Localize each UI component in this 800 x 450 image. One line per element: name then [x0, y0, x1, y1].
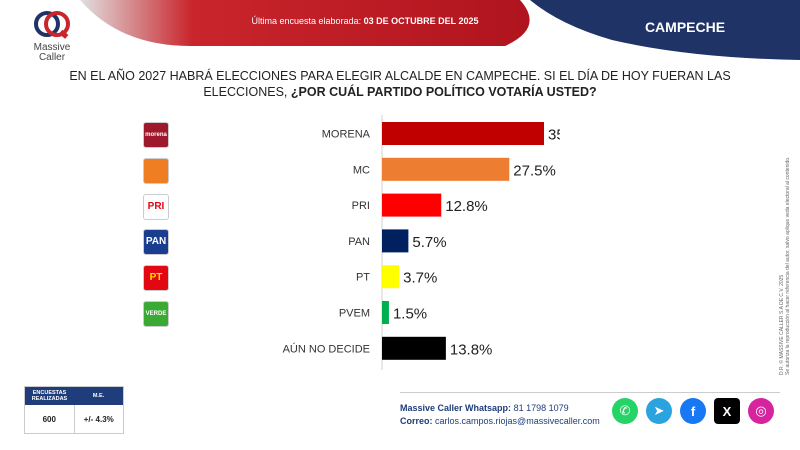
- category-label: MORENA: [322, 129, 371, 141]
- category-label: PRI: [352, 200, 370, 212]
- party-logo-text: PAN: [145, 236, 167, 248]
- value-label: 27.5%: [513, 162, 556, 179]
- logo-text: Massive Caller: [33, 42, 71, 63]
- category-label: PT: [356, 272, 370, 284]
- whatsapp-icon[interactable]: ✆: [612, 398, 638, 424]
- side-copyright: D.R. © MASSIVE CALLER S.A DE C.V. 2025 S…: [779, 95, 791, 375]
- survey-info-table: ENCUESTAS REALIZADAS M.E. 600 +/- 4.3%: [24, 386, 124, 434]
- pt-logo: PT: [143, 265, 169, 292]
- surveys-count: 600: [25, 405, 75, 433]
- value-label: 5.7%: [412, 234, 446, 251]
- email-link[interactable]: carlos.campos.riojas@massivecaller.com: [435, 416, 600, 426]
- pan-logo: PAN: [143, 229, 169, 256]
- facebook-icon[interactable]: f: [680, 398, 706, 424]
- pvem-logo: VERDE: [143, 301, 169, 327]
- value-label: 13.8%: [450, 341, 493, 358]
- x-icon[interactable]: X: [714, 398, 740, 424]
- value-label: 1.5%: [393, 306, 427, 323]
- header-band: [80, 0, 800, 60]
- social-icons: ✆ ➤ f X ◎: [612, 398, 774, 424]
- party-logo-text: PRI: [147, 200, 165, 212]
- bar-pt: [382, 265, 400, 289]
- bar-pan: [382, 229, 409, 253]
- survey-date-label: Última encuesta elaborada: 03 DE OCTUBRE…: [251, 16, 479, 26]
- instagram-icon[interactable]: ◎: [748, 398, 774, 424]
- surveys-header: ENCUESTAS REALIZADAS: [31, 390, 68, 402]
- category-label: PVEM: [339, 308, 370, 320]
- header-red-shape: [80, 0, 530, 46]
- party-logo-text: morena: [145, 132, 167, 138]
- bar-aún-no-decide: [382, 336, 446, 360]
- category-label: AÚN NO DECIDE: [283, 342, 370, 355]
- contact-info: Massive Caller Whatsapp: 81 1798 1079 Co…: [400, 403, 600, 426]
- category-label: PAN: [348, 236, 370, 248]
- bar-mc: [382, 157, 510, 181]
- value-label: 12.8%: [445, 198, 488, 215]
- question-line-1: EN EL AÑO 2027 HABRÁ ELECCIONES PARA ELE…: [69, 69, 731, 83]
- bar-pri: [382, 193, 442, 217]
- massive-caller-logo: Massive Caller: [22, 8, 82, 68]
- footer-divider: [400, 392, 780, 393]
- reproduction-note: Se autoriza la reproducción al hacer ref…: [785, 156, 791, 375]
- header-blue-shape: [530, 0, 800, 60]
- whatsapp-number[interactable]: 81 1798 1079: [513, 403, 569, 413]
- category-label: MC: [353, 164, 370, 176]
- mc-logo: [143, 157, 169, 184]
- morena-logo: morena: [143, 122, 169, 148]
- value-label: 35.0%: [548, 127, 560, 144]
- party-logo-text: PT: [149, 272, 163, 284]
- bar-chart: MORENA 35.0% MC 27.5% PRI 12.8% PAN 5.7% PT 3.7% P…: [283, 115, 560, 370]
- question-text: EN EL AÑO 2027 HABRÁ ELECCIONES PARA ELE…: [60, 68, 740, 100]
- question-line-2: ELECCIONES, ¿POR CUÁL PARTIDO POLÍTICO V…: [203, 85, 597, 99]
- telegram-icon[interactable]: ➤: [646, 398, 672, 424]
- logo-mark-icon: [34, 11, 70, 39]
- margin-of-error: +/- 4.3%: [83, 414, 114, 424]
- bar-pvem: [382, 301, 389, 324]
- margin-header: M.E.: [92, 393, 105, 399]
- pri-logo: PRI: [143, 193, 169, 220]
- party-logo-text: VERDE: [145, 311, 167, 317]
- value-label: 3.7%: [403, 270, 437, 287]
- bar-morena: [382, 122, 544, 145]
- region-title: CAMPECHE: [644, 19, 726, 35]
